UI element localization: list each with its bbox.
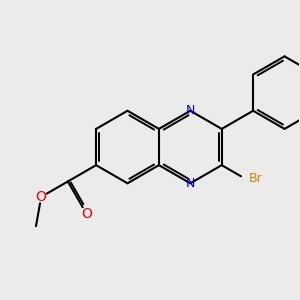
Text: N: N (186, 177, 195, 190)
Text: O: O (81, 207, 92, 221)
Text: N: N (186, 104, 195, 117)
Text: O: O (36, 190, 46, 204)
Text: Br: Br (249, 172, 262, 185)
